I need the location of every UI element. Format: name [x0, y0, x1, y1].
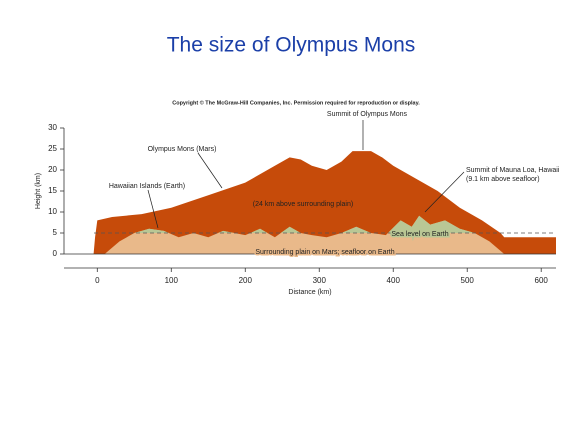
x-tick-label: 400 [387, 276, 401, 285]
slide: The size of Olympus Mons Copyright © The… [0, 0, 583, 437]
x-tick-label: 200 [239, 276, 253, 285]
y-tick-label: 15 [48, 186, 57, 195]
x-tick-label: 300 [313, 276, 327, 285]
annotation: (9.1 km above seafloor) [466, 176, 540, 183]
annotation: Summit of Olympus Mons [327, 111, 408, 118]
slide-title: The size of Olympus Mons [167, 34, 416, 57]
y-tick-label: 30 [48, 123, 57, 132]
y-tick-label: 20 [48, 165, 57, 174]
copyright: Copyright © The McGraw-Hill Companies, I… [172, 99, 420, 106]
x-tick-label: 600 [535, 276, 549, 285]
x-tick-label: 500 [461, 276, 475, 285]
x-tick-label: 100 [165, 276, 179, 285]
series-label: Hawaiian Islands (Earth) [109, 183, 185, 190]
y-tick-label: 0 [53, 249, 58, 258]
leader [198, 153, 222, 188]
annotation: (24 km above surrounding plain) [253, 201, 353, 208]
x-tick-label: 0 [95, 276, 100, 285]
x-axis-label: Distance (km) [288, 289, 331, 296]
sea-level-label: Sea level on Earth [391, 231, 448, 238]
y-tick-label: 5 [53, 228, 58, 237]
annotation: Summit of Mauna Loa, Hawaii [466, 167, 560, 174]
plain-label: Surrounding plain on Mars; seafloor on E… [255, 249, 394, 256]
y-tick-label: 25 [48, 144, 57, 153]
series-label: Olympus Mons (Mars) [148, 146, 217, 153]
y-tick-label: 10 [48, 207, 57, 216]
y-axis-label: Height (km) [35, 173, 42, 209]
